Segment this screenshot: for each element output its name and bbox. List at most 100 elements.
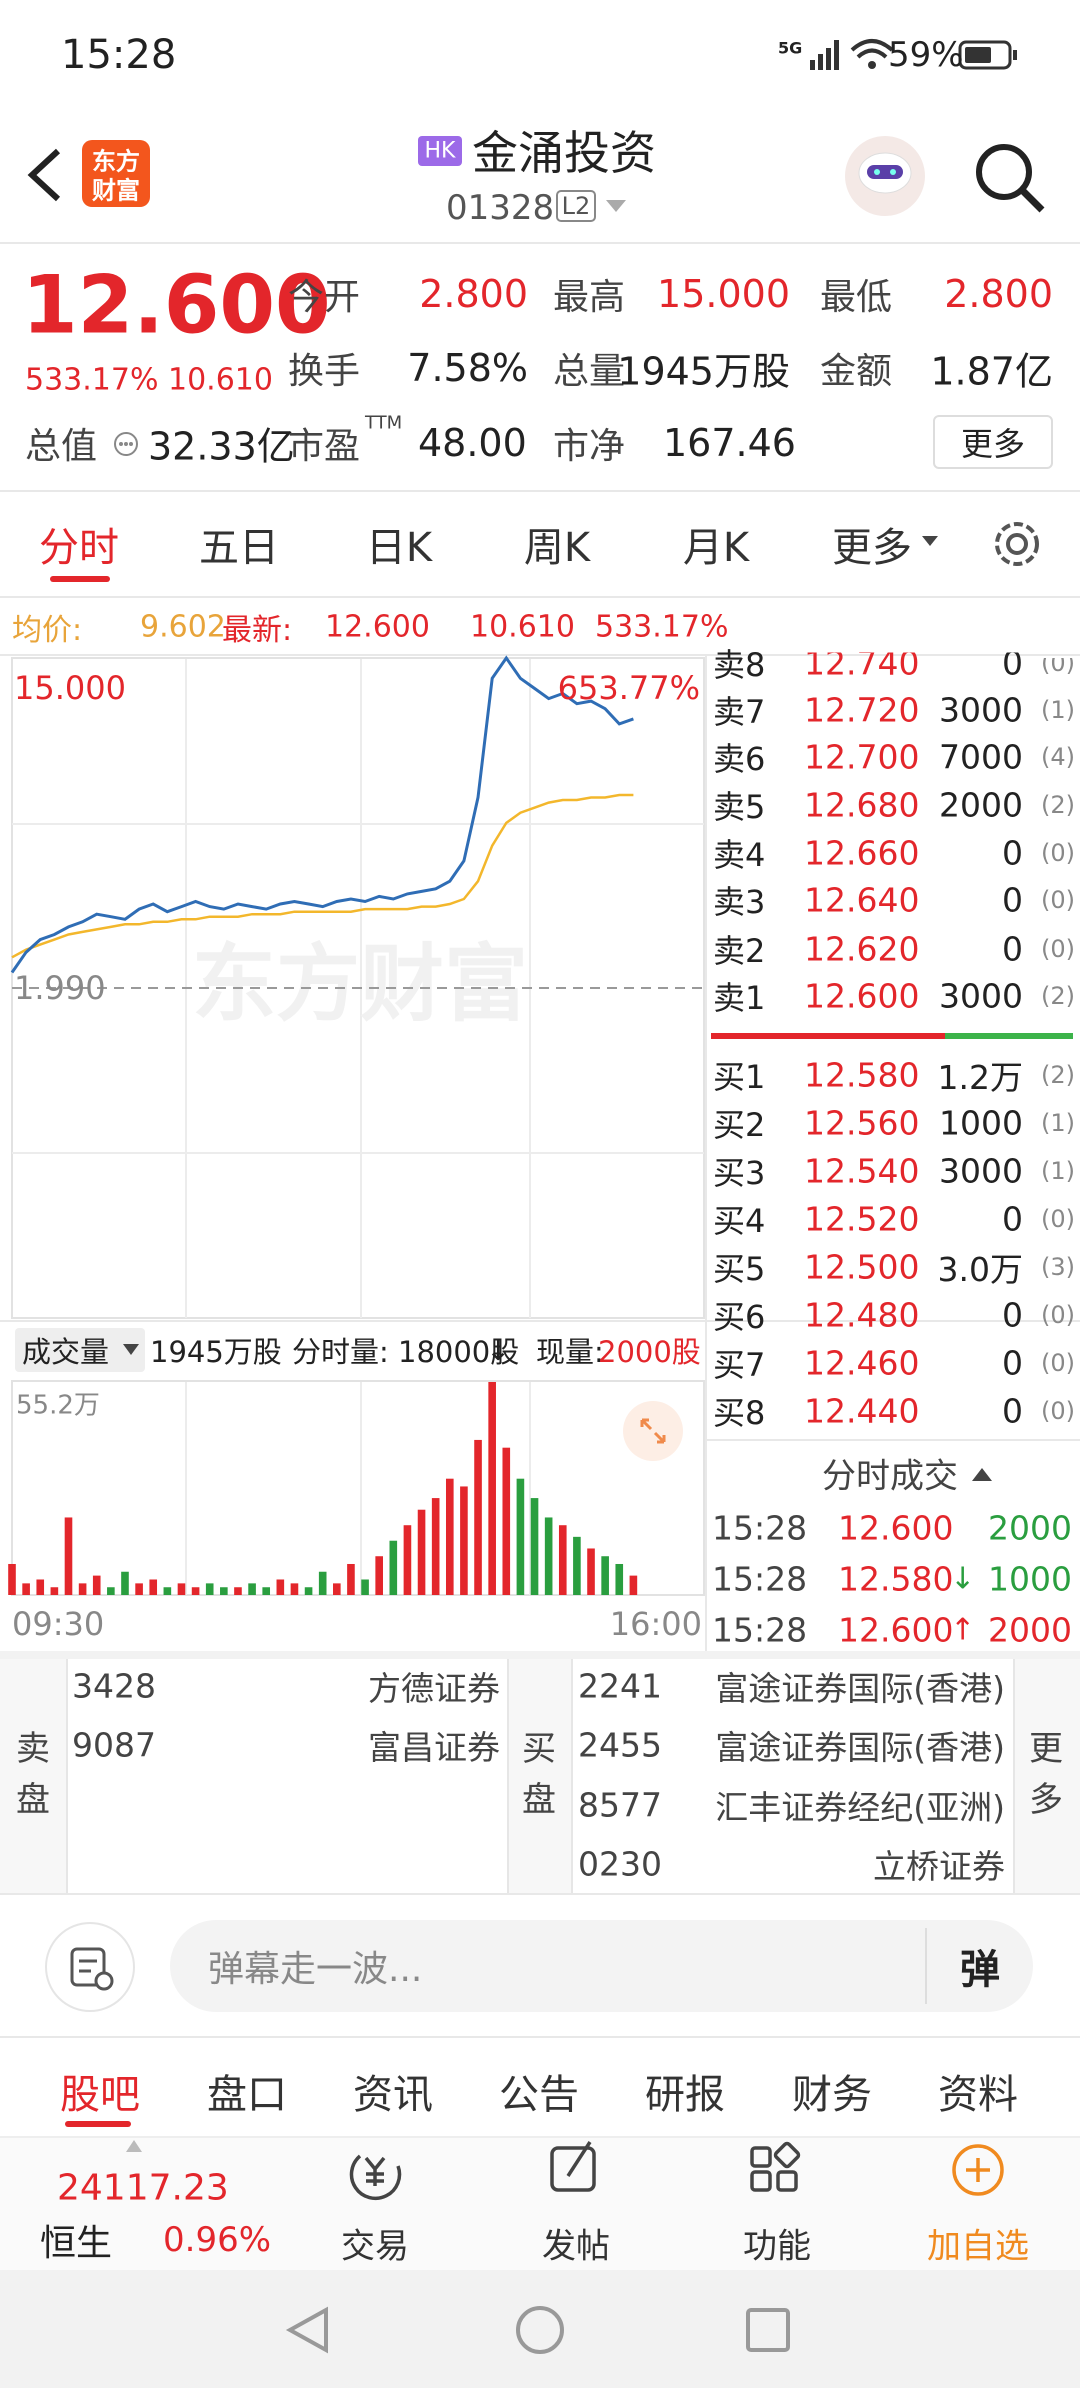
field-value: 7.58% bbox=[407, 346, 528, 390]
volume-selector-arrow[interactable] bbox=[122, 1343, 140, 1357]
y-tick-label: 55.2万 bbox=[16, 1390, 100, 1421]
content-tab[interactable]: 资讯 bbox=[353, 2072, 433, 2118]
order-count: (0) bbox=[1041, 649, 1075, 677]
order-count: (0) bbox=[1041, 886, 1075, 914]
chart-tab[interactable]: 周K bbox=[523, 525, 591, 571]
order-level: 卖3 bbox=[713, 883, 766, 921]
trades-toggle[interactable] bbox=[970, 1465, 994, 1483]
divider bbox=[0, 1651, 1080, 1659]
comment-placeholder[interactable]: 弹幕走一波... bbox=[208, 1949, 423, 1990]
volume-selector[interactable] bbox=[15, 1328, 145, 1372]
order-volume: 0 bbox=[1002, 643, 1023, 683]
order-volume: 3.0万 bbox=[937, 1250, 1023, 1289]
y-tick-label: 1.990 bbox=[14, 969, 106, 1007]
nav-item[interactable]: 发帖 bbox=[542, 2226, 610, 2267]
tab-more-arrow[interactable] bbox=[920, 534, 940, 548]
content-tab[interactable]: 盘口 bbox=[207, 2072, 287, 2118]
chart-tab[interactable]: 分时 bbox=[39, 525, 119, 571]
more-button[interactable] bbox=[933, 415, 1053, 469]
content-tab[interactable]: 股吧 bbox=[60, 2072, 140, 2118]
current-volume: 2000股 bbox=[598, 1335, 701, 1369]
total-volume: 1945万股 bbox=[150, 1335, 282, 1369]
order-price: 12.680 bbox=[804, 785, 920, 825]
order-volume: 2000 bbox=[939, 785, 1023, 825]
nav-item[interactable]: 加自选 bbox=[927, 2226, 1029, 2267]
order-count: (0) bbox=[1041, 839, 1075, 867]
status-icons bbox=[810, 39, 894, 70]
chart-tab[interactable]: 五日 bbox=[199, 525, 279, 571]
trade-volume: 2000 bbox=[988, 1610, 1072, 1650]
system-nav-buttons bbox=[285, 2306, 790, 2354]
more-button-text[interactable]: 更多 bbox=[960, 425, 1026, 463]
broker-name: 富途证券国际(香港) bbox=[715, 1728, 1005, 1767]
field-label: 金额 bbox=[820, 351, 893, 392]
latest-label: 最新: bbox=[222, 613, 293, 648]
settings-button[interactable] bbox=[989, 516, 1045, 572]
trades-title: 分时成交 bbox=[822, 1456, 958, 1497]
price-line bbox=[10, 655, 634, 974]
content-tab[interactable]: 研报 bbox=[645, 2072, 725, 2118]
robot-avatar[interactable] bbox=[842, 133, 928, 219]
order-volume: 0 bbox=[1002, 1391, 1023, 1431]
content-tab[interactable]: 公告 bbox=[499, 2072, 579, 2118]
comment-input[interactable] bbox=[170, 1920, 1033, 2012]
order-volume: 1.2万 bbox=[937, 1058, 1023, 1097]
y-tick-label: 15.000 bbox=[14, 669, 126, 707]
danmaku-button[interactable]: 弹 bbox=[960, 1947, 1000, 1993]
index-name[interactable]: 恒生 bbox=[40, 2223, 113, 2264]
order-level: 卖2 bbox=[713, 932, 766, 970]
order-count: (2) bbox=[1041, 1061, 1075, 1089]
order-level: 卖6 bbox=[713, 740, 766, 778]
volume-bar bbox=[502, 1447, 511, 1595]
field-value: 1.87亿 bbox=[930, 349, 1053, 394]
index-change[interactable]: 0.96% bbox=[163, 2220, 272, 2260]
info-icon[interactable] bbox=[113, 431, 139, 457]
broker-id: 8577 bbox=[578, 1785, 662, 1825]
order-count: (0) bbox=[1041, 1397, 1075, 1425]
order-price: 12.440 bbox=[804, 1391, 920, 1431]
order-count: (3) bbox=[1041, 1253, 1075, 1281]
dropdown-arrow[interactable] bbox=[604, 198, 628, 214]
chart-tab[interactable]: 日K bbox=[365, 525, 433, 571]
index-value[interactable]: 24117.23 bbox=[57, 2167, 229, 2209]
order-level: 卖7 bbox=[713, 693, 766, 731]
volume-bar bbox=[36, 1579, 45, 1595]
order-price: 12.640 bbox=[804, 880, 920, 920]
brokers-more[interactable] bbox=[1013, 1659, 1080, 1893]
volume-bar bbox=[375, 1556, 383, 1595]
level-badge bbox=[556, 190, 596, 222]
volume-bar bbox=[361, 1579, 369, 1595]
trade-direction: ↑ bbox=[950, 1612, 976, 1648]
order-level: 买7 bbox=[713, 1346, 766, 1384]
order-count: (0) bbox=[1041, 935, 1075, 963]
back-button[interactable] bbox=[20, 145, 70, 205]
field-label: 换手 bbox=[288, 351, 361, 392]
change-percent: 533.17% bbox=[25, 362, 159, 398]
volume-bar bbox=[460, 1486, 468, 1595]
expand-button[interactable] bbox=[620, 1398, 686, 1464]
order-volume: 3000 bbox=[939, 976, 1023, 1016]
field-label: 最高 bbox=[553, 277, 626, 318]
brokers-more-text[interactable]: 更多 bbox=[1029, 1729, 1063, 1820]
order-level: 买8 bbox=[713, 1394, 766, 1432]
volume-bar bbox=[78, 1583, 87, 1595]
volume-bar bbox=[276, 1579, 285, 1595]
chart-tab[interactable]: 更多 bbox=[832, 525, 912, 571]
avg-label: 均价: bbox=[12, 613, 83, 648]
field-value: 15.000 bbox=[657, 272, 790, 316]
comment-settings[interactable] bbox=[44, 1921, 136, 2013]
field-value: 32.33亿 bbox=[148, 424, 295, 469]
stock-code: 01328 bbox=[446, 188, 555, 228]
volume-bar bbox=[220, 1587, 228, 1595]
broker-id: 3428 bbox=[72, 1666, 156, 1706]
watermark: 东方财富 bbox=[192, 935, 528, 1033]
order-level: 卖5 bbox=[713, 788, 766, 826]
nav-item[interactable]: 交易 bbox=[341, 2226, 409, 2267]
content-tab[interactable]: 财务 bbox=[792, 2072, 872, 2118]
chart-tab[interactable]: 月K bbox=[682, 525, 750, 571]
content-tab[interactable]: 资料 bbox=[938, 2072, 1018, 2118]
search-button[interactable] bbox=[972, 140, 1048, 216]
order-price: 12.540 bbox=[804, 1151, 920, 1191]
volume-selector-label[interactable]: 成交量 bbox=[22, 1335, 110, 1369]
nav-item[interactable]: 功能 bbox=[743, 2226, 811, 2267]
